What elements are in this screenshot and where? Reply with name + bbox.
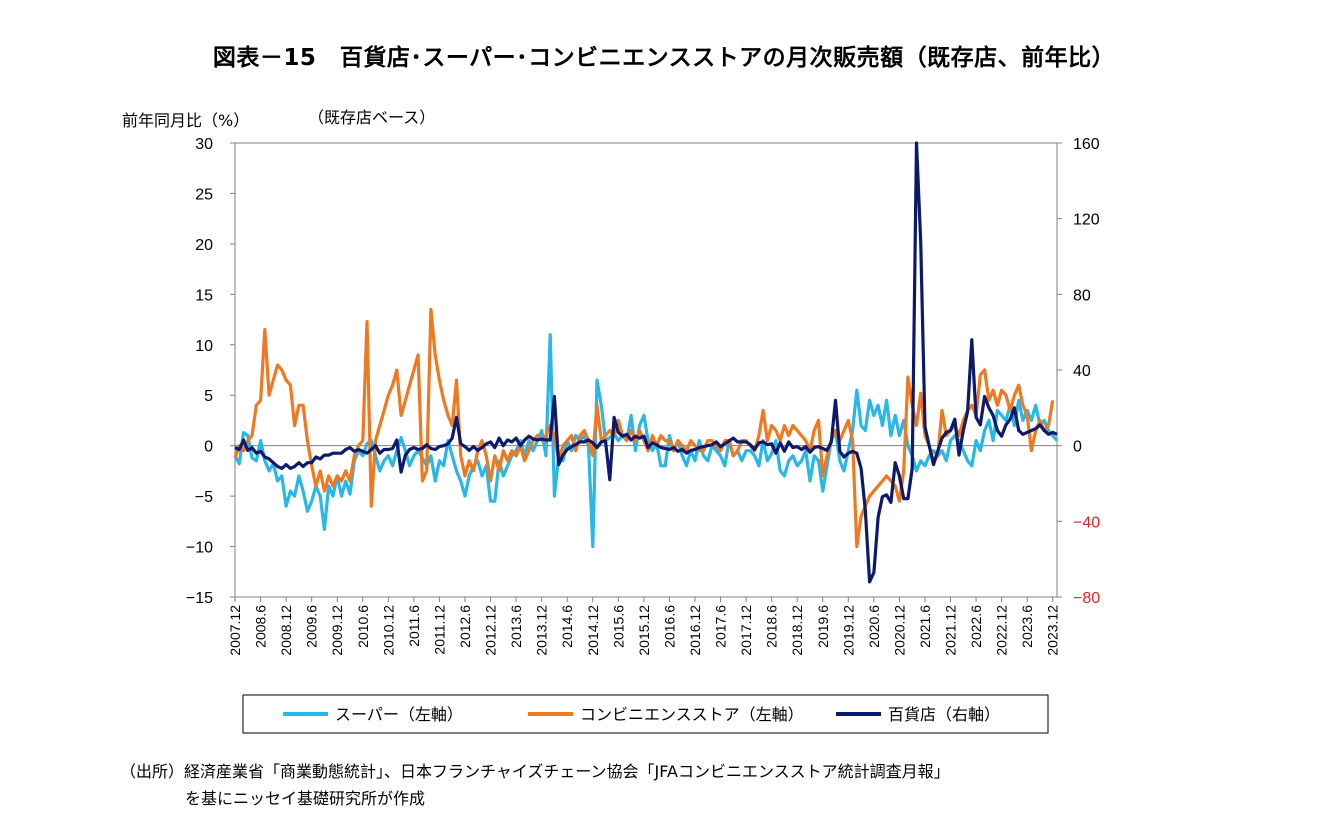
y-right-tick-label: 40 (1073, 363, 1091, 380)
chart-title: 図表－15 百貨店･スーパー･コンビニエンスストアの月次販売額（既存店、前年比） (212, 45, 1116, 71)
conveni-series-line (233, 307, 1055, 549)
x-tick-label: 2010.6 (355, 605, 371, 648)
x-tick-label: 2022.12 (994, 605, 1010, 656)
x-tick-label: 2015.6 (610, 605, 626, 648)
x-tick-label: 2013.6 (508, 605, 524, 648)
x-tick-label: 2016.12 (687, 605, 703, 656)
x-tick-label: 2008.12 (278, 605, 294, 656)
y-right-tick-label: −80 (1073, 590, 1100, 607)
y-left-tick-label: 15 (195, 287, 213, 304)
x-tick-label: 2011.12 (431, 605, 447, 655)
legend-conveni-label: コンビニエンスストア（左軸） (580, 705, 804, 724)
y-left-tick-label: 20 (195, 237, 213, 254)
x-tick-label: 2020.12 (891, 605, 907, 656)
x-tick-label: 2019.6 (815, 605, 831, 648)
x-tick-label: 2021.6 (917, 605, 933, 648)
x-tick-label: 2018.12 (789, 605, 805, 656)
x-tick-label: 2010.12 (380, 605, 396, 656)
chart-subtitle: （既存店ベース） (308, 108, 436, 127)
x-tick-label: 2019.12 (840, 605, 856, 656)
x-tick-label: 2012.6 (457, 605, 473, 648)
x-tick-label: 2017.6 (713, 605, 729, 648)
x-tick-label: 2017.12 (738, 605, 754, 656)
x-tick-label: 2023.6 (1019, 605, 1035, 648)
legend-depart-label: 百貨店（右軸） (888, 705, 1000, 724)
y-right-tick-label: 0 (1073, 439, 1082, 456)
x-tick-label: 2012.12 (483, 605, 499, 656)
super-series-line (233, 333, 1059, 549)
x-tick-label: 2023.12 (1045, 605, 1061, 656)
x-tick-label: 2014.12 (585, 605, 601, 656)
x-tick-label: 2009.6 (304, 605, 320, 648)
source-note: （出所）経済産業省「商業動態統計」、日本フランチャイズチェーン協会「JFAコンビ… (120, 762, 950, 781)
x-tick-label: 2015.12 (636, 605, 652, 656)
x-tick-label: 2011.6 (406, 605, 422, 647)
y-left-tick-label: −5 (195, 489, 213, 506)
y-left-tick-label: −15 (186, 590, 213, 607)
x-tick-label: 2013.12 (534, 605, 550, 656)
x-tick-label: 2009.12 (329, 605, 345, 656)
plot-area (234, 142, 1058, 598)
y-right-tick-label: 80 (1073, 287, 1091, 304)
x-tick-label: 2022.6 (968, 605, 984, 648)
x-tick-label: 2018.6 (764, 605, 780, 648)
legend-super-label: スーパー（左軸） (335, 705, 463, 724)
x-tick-label: 2021.12 (943, 605, 959, 656)
x-tick-label: 2020.6 (866, 605, 882, 648)
depart-series-line (234, 141, 1058, 584)
x-tick-label: 2016.6 (661, 605, 677, 648)
y-left-tick-label: 25 (195, 186, 213, 203)
y-left-tick-label: 10 (195, 338, 213, 355)
source-note-continued: を基にニッセイ基礎研究所が作成 (185, 789, 426, 808)
legend-box (242, 694, 1049, 734)
y-right-tick-label: −40 (1073, 514, 1100, 531)
y-left-tick-label: −10 (186, 540, 213, 557)
x-tick-label: 2014.6 (559, 605, 575, 648)
x-tick-label: 2007.12 (227, 605, 243, 656)
y-left-tick-label: 30 (195, 136, 213, 153)
x-tick-label: 2008.6 (253, 605, 269, 648)
y-right-tick-label: 160 (1073, 136, 1100, 153)
y-left-axis-label: 前年同月比（%） (122, 111, 250, 130)
y-right-tick-label: 120 (1073, 212, 1100, 229)
y-left-tick-label: 0 (204, 439, 213, 456)
y-left-tick-label: 5 (204, 388, 213, 405)
